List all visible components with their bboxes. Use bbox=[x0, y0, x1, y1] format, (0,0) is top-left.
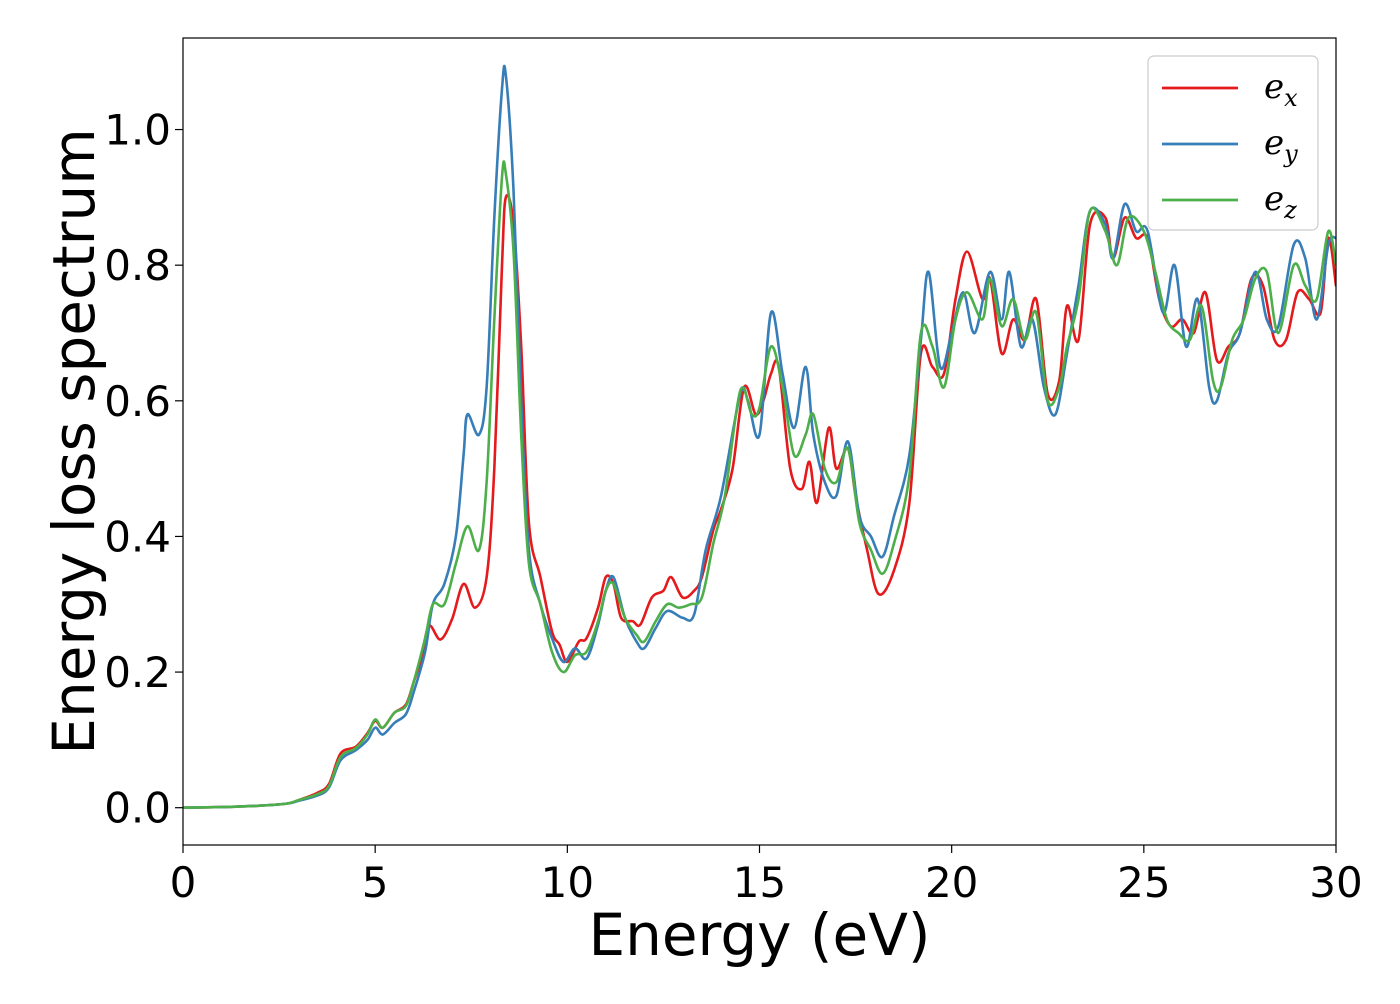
plot-lines bbox=[183, 64, 1336, 809]
y-tick-label: 0.0 bbox=[104, 784, 171, 833]
x-axis-label: Energy (eV) bbox=[588, 901, 930, 969]
x-tick-label: 10 bbox=[541, 858, 594, 907]
y-tick-label: 0.4 bbox=[104, 512, 171, 561]
y-axis-ticks: 0.0 0.2 0.4 0.6 0.8 1.0 bbox=[104, 106, 183, 833]
x-axis-ticks: 0 5 10 15 20 25 30 bbox=[170, 845, 1363, 907]
x-tick-label: 30 bbox=[1309, 858, 1362, 907]
x-tick-label: 15 bbox=[733, 858, 786, 907]
series-line-z bbox=[183, 160, 1336, 809]
y-tick-label: 0.8 bbox=[104, 241, 171, 290]
x-tick-label: 0 bbox=[170, 858, 197, 907]
y-axis-label: Energy loss spectrum bbox=[40, 128, 108, 754]
y-tick-label: 0.2 bbox=[104, 648, 171, 697]
x-tick-label: 20 bbox=[925, 858, 978, 907]
series-line-x bbox=[183, 193, 1336, 809]
legend: ex ey ez bbox=[1147, 55, 1319, 231]
x-tick-label: 5 bbox=[362, 858, 389, 907]
legend-label-z: ez bbox=[1264, 179, 1297, 224]
legend-label-x: ex bbox=[1264, 67, 1298, 112]
y-tick-label: 0.6 bbox=[104, 377, 171, 426]
y-tick-label: 1.0 bbox=[104, 106, 171, 155]
series-line-y bbox=[183, 64, 1336, 809]
plot-frame bbox=[182, 37, 1337, 846]
legend-label-y: ey bbox=[1264, 123, 1298, 168]
x-tick-label: 25 bbox=[1117, 858, 1170, 907]
